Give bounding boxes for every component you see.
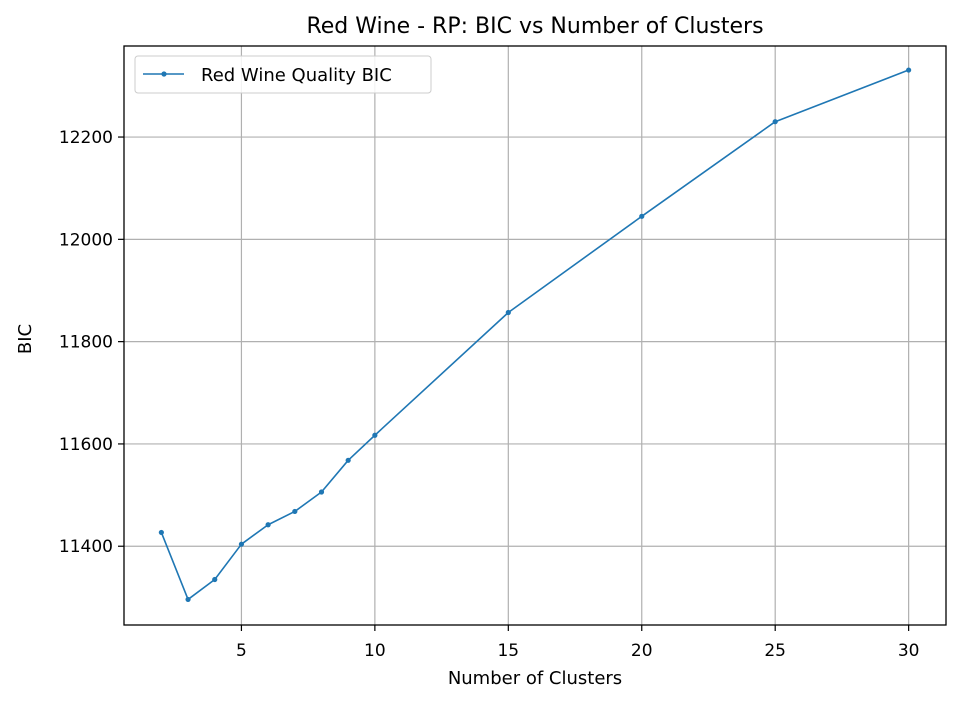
data-point (158, 529, 164, 536)
y-tick-label: 12200 (59, 128, 113, 148)
grid (124, 46, 946, 625)
data-point (238, 541, 245, 547)
x-tick-label: 25 (764, 641, 786, 661)
data-point (372, 432, 378, 438)
data-point (906, 67, 912, 73)
series-points-group (158, 67, 912, 603)
legend-box (134, 55, 432, 94)
x-axis-ticks: 5 10 15 20 25 30 (236, 625, 919, 661)
x-tick-label: 30 (898, 641, 920, 661)
data-point (772, 119, 778, 125)
data-point (212, 576, 218, 583)
legend: Red Wine Quality BIC (134, 55, 432, 94)
legend-label: Red Wine Quality BIC (201, 65, 392, 86)
x-tick-label: 15 (497, 641, 519, 661)
data-point (639, 213, 645, 219)
data-point (265, 522, 271, 528)
legend-marker-swatch (161, 71, 167, 77)
chart-title: Red Wine - RP: BIC vs Number of Clusters (306, 14, 763, 39)
y-tick-label: 11600 (59, 435, 113, 455)
y-axis-ticks: 11400 11600 11800 12000 12200 (59, 128, 124, 557)
data-point (345, 457, 351, 463)
x-tick-label: 20 (631, 641, 653, 661)
plot-frame (123, 45, 947, 626)
y-axis-label: BIC (15, 324, 36, 354)
x-tick-label: 5 (236, 641, 247, 661)
y-tick-label: 12000 (59, 230, 113, 250)
y-tick-label: 11400 (59, 537, 113, 557)
y-tick-label: 11800 (59, 333, 113, 353)
x-tick-label: 10 (364, 641, 386, 661)
data-point (505, 309, 511, 316)
data-point (318, 489, 325, 495)
data-point (185, 596, 191, 603)
x-axis-label: Number of Clusters (448, 668, 622, 689)
data-point (292, 508, 298, 515)
